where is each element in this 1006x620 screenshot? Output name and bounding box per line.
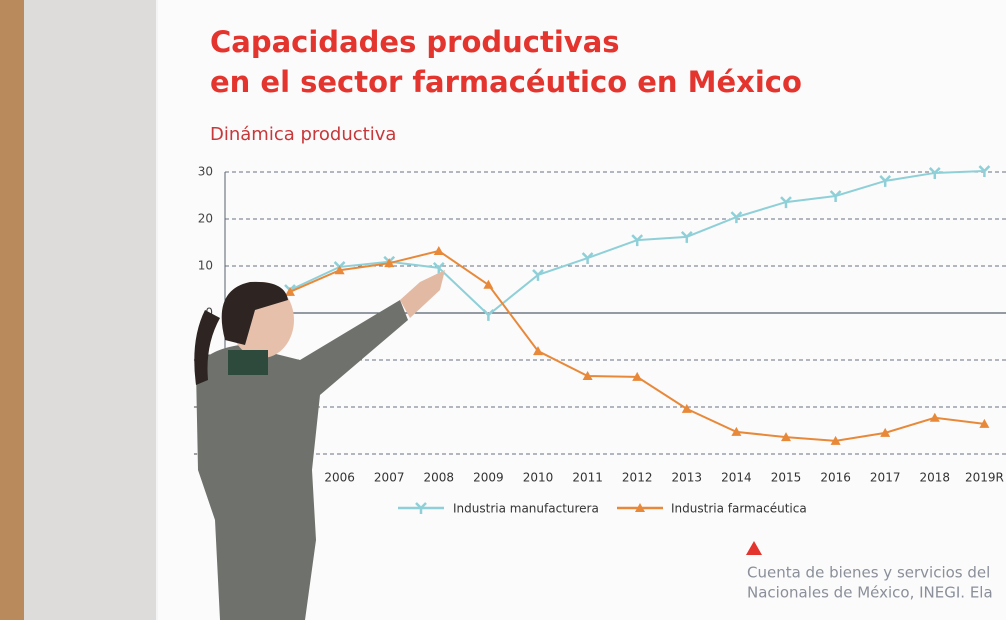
x-tick-label: 2007 <box>374 471 405 485</box>
legend-label: Industria manufacturera <box>453 502 599 516</box>
x-tick-label: 2006 <box>324 471 355 485</box>
y-tick-label: 20 <box>198 212 213 226</box>
x-tick-label: 2011 <box>572 471 603 485</box>
point <box>631 234 644 247</box>
x-tick-label: 2018 <box>920 471 951 485</box>
point <box>978 165 991 178</box>
x-tick-label: 2008 <box>424 471 455 485</box>
point <box>533 346 543 356</box>
point <box>929 412 940 422</box>
wood-panel <box>0 0 24 620</box>
point <box>829 190 842 202</box>
point <box>582 370 593 380</box>
collar <box>228 350 268 375</box>
y-tick-label: 30 <box>198 165 213 179</box>
point <box>928 167 941 179</box>
point <box>731 426 742 436</box>
x-tick-label: 2014 <box>721 471 752 485</box>
point <box>432 261 445 274</box>
x-tick-label: 2010 <box>523 471 554 485</box>
x-tick-label: 2015 <box>771 471 802 485</box>
x-tick-label: 2019R <box>965 471 1004 485</box>
title-line-2: en el sector farmacéutico en México <box>210 65 802 99</box>
wall <box>24 0 156 620</box>
x-tick-label: 2013 <box>672 471 703 485</box>
point <box>730 211 743 224</box>
legend-marker <box>635 503 645 512</box>
point <box>632 371 643 381</box>
hair <box>221 281 288 345</box>
title-line-1: Capacidades productivas <box>210 25 620 59</box>
point <box>334 265 345 275</box>
legend-marker <box>415 502 427 514</box>
hand <box>400 270 445 318</box>
x-tick-label: 2017 <box>870 471 901 485</box>
jacket <box>196 300 408 620</box>
point <box>830 435 841 445</box>
point <box>285 286 295 296</box>
point <box>384 258 395 268</box>
point <box>680 230 693 243</box>
point <box>781 432 791 442</box>
point <box>681 403 692 413</box>
point <box>483 279 494 289</box>
point <box>880 427 891 437</box>
x-tick-label: 2009 <box>473 471 504 485</box>
point <box>482 308 495 321</box>
presenter <box>194 270 445 620</box>
x-tick-label: 2016 <box>820 471 851 485</box>
point <box>780 196 792 209</box>
x-tick-label: 2012 <box>622 471 653 485</box>
legend-label: Industria farmacéutica <box>671 502 807 516</box>
point <box>532 269 544 281</box>
point <box>879 175 892 187</box>
point <box>979 418 990 428</box>
point <box>581 252 594 265</box>
source-line: Cuenta de bienes y servicios del <box>747 564 990 582</box>
ponytail <box>194 310 220 385</box>
y-tick-label: 10 <box>198 259 213 273</box>
subtitle: Dinámica productiva <box>210 124 396 145</box>
source-icon <box>746 541 762 555</box>
source-line: Nacionales de México, INEGI. Ela <box>747 584 993 602</box>
point <box>433 245 444 255</box>
